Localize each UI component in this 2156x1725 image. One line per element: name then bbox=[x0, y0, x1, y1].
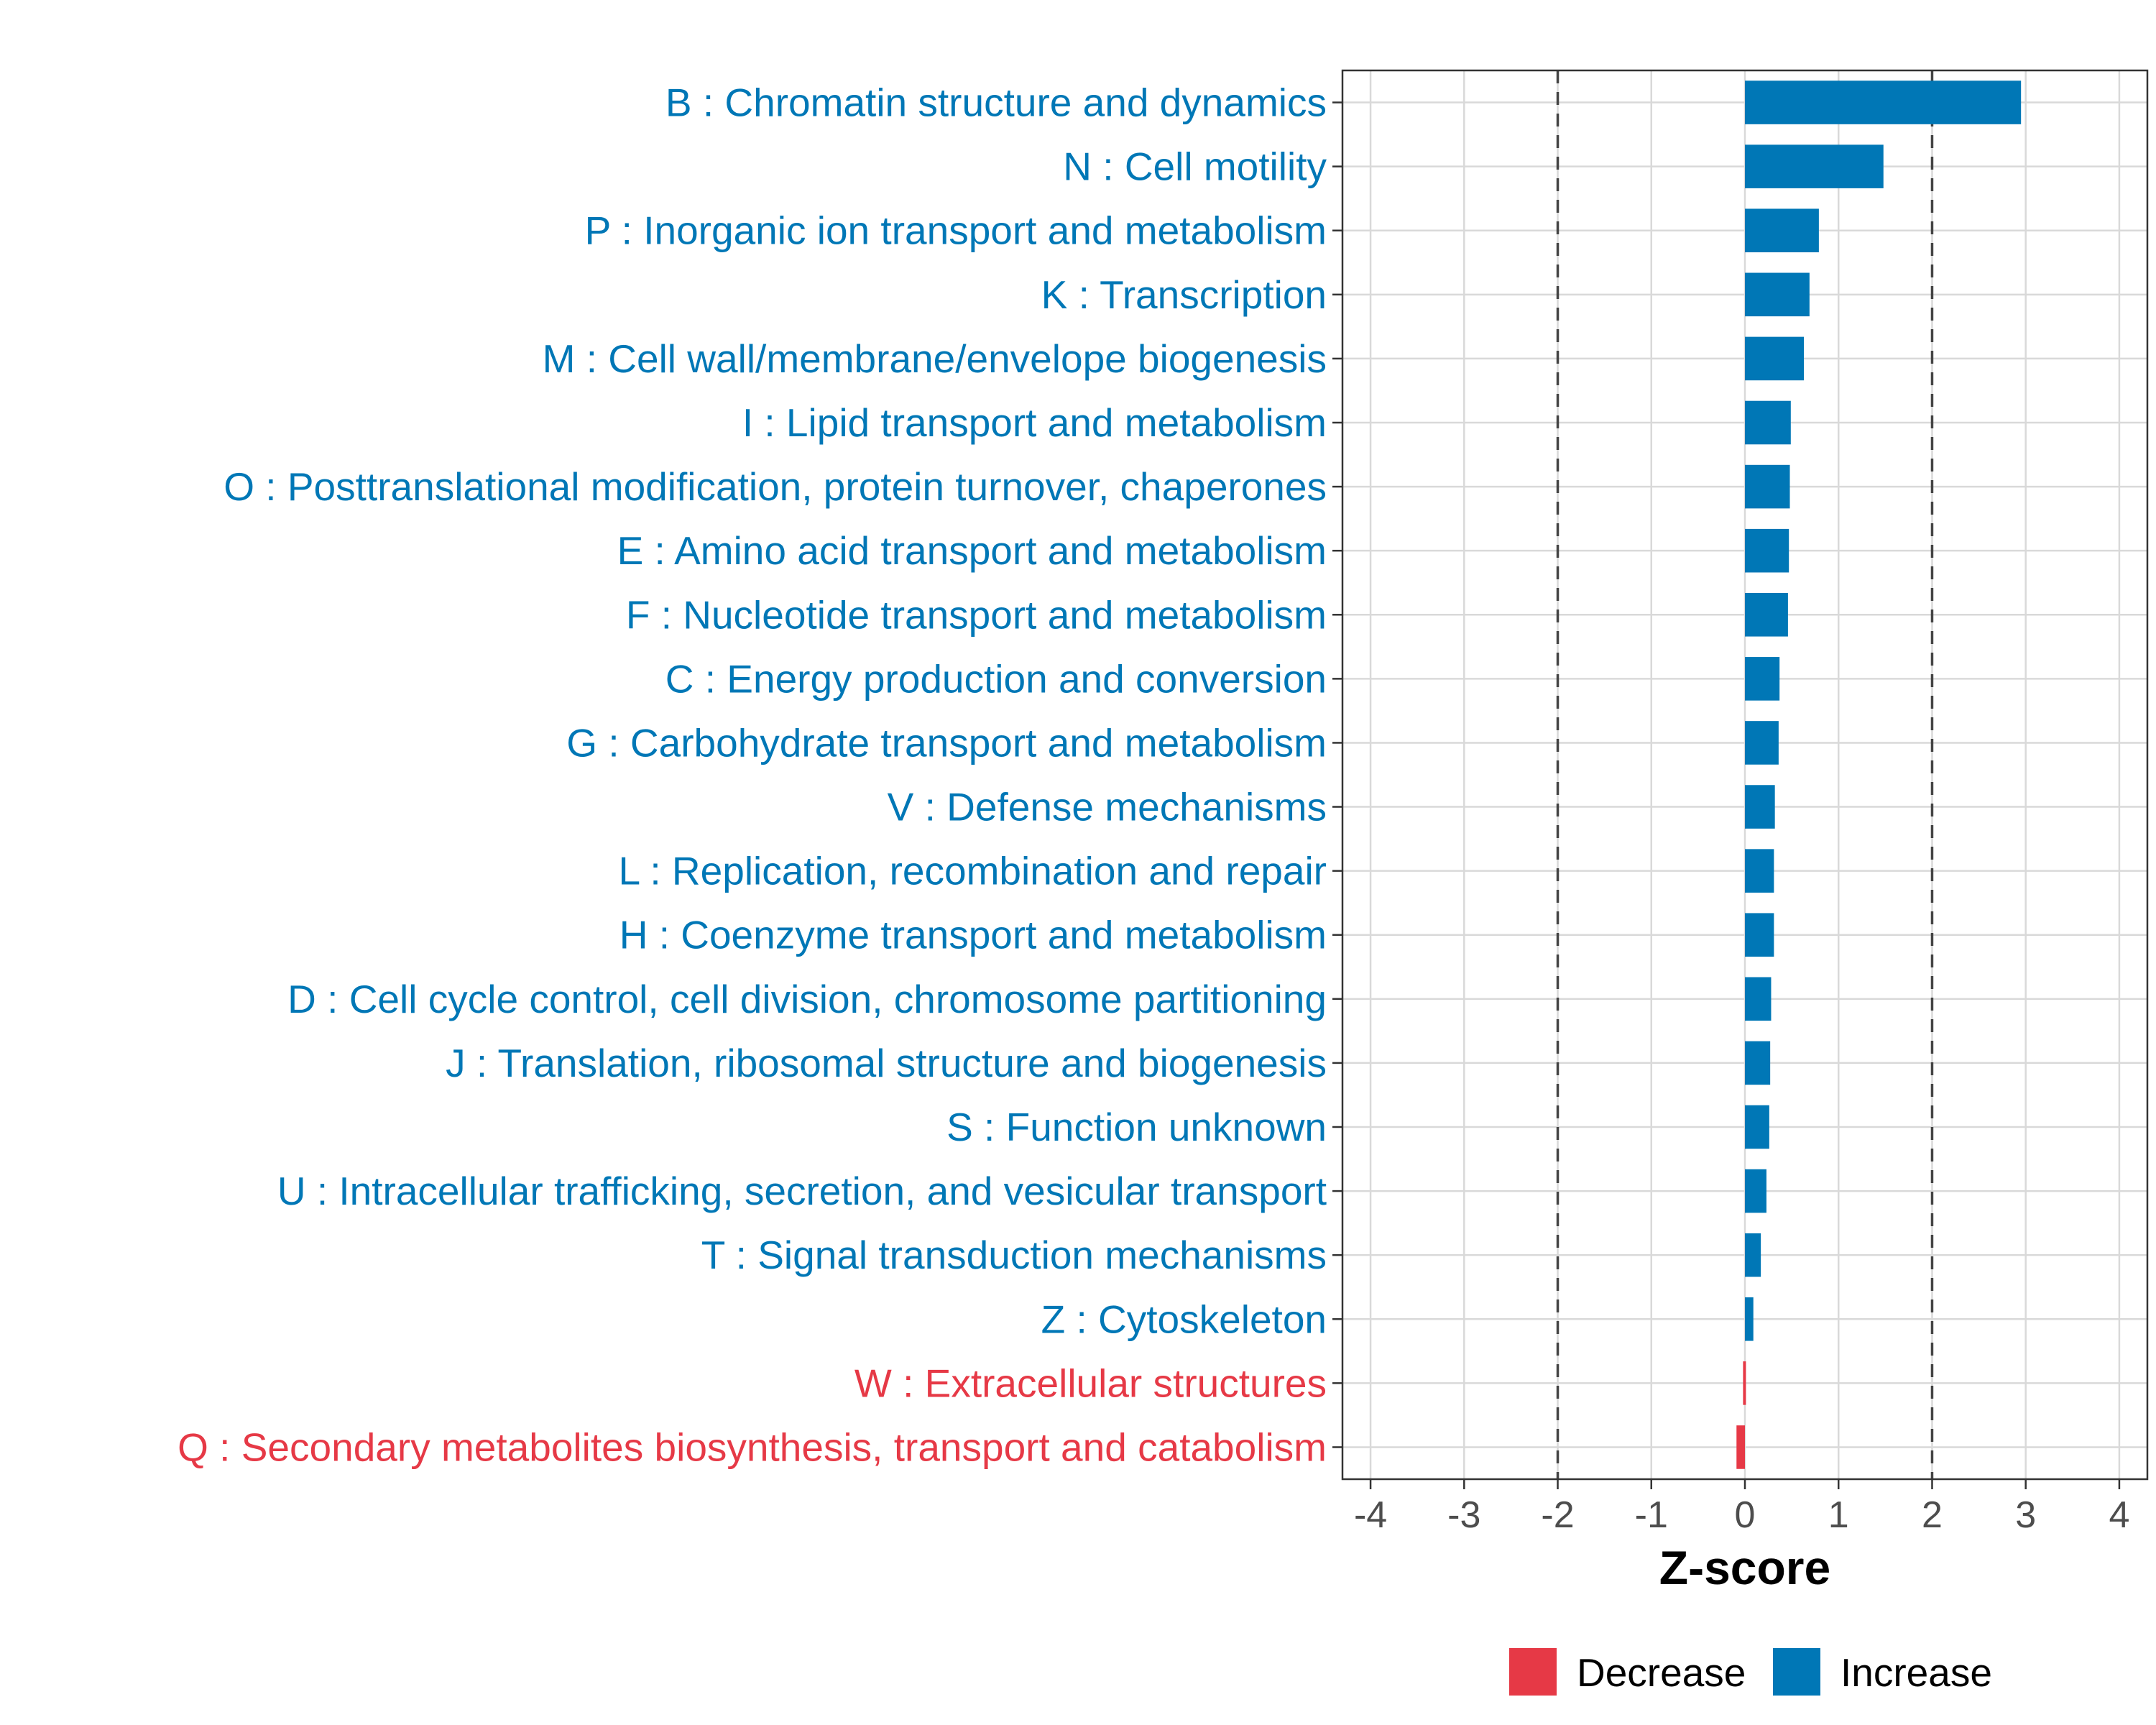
category-label: K : Transcription bbox=[1041, 272, 1327, 317]
bar bbox=[1745, 208, 1819, 253]
bar bbox=[1745, 657, 1780, 701]
category-label: B : Chromatin structure and dynamics bbox=[665, 80, 1327, 125]
category-label: C : Energy production and conversion bbox=[665, 656, 1327, 701]
bar bbox=[1745, 400, 1791, 445]
bar bbox=[1745, 977, 1772, 1021]
x-tick-label: 3 bbox=[2015, 1494, 2036, 1536]
legend-swatch bbox=[1773, 1648, 1820, 1696]
x-tick-label: -3 bbox=[1447, 1494, 1480, 1536]
bar bbox=[1745, 1169, 1766, 1213]
x-axis-title: Z-score bbox=[1659, 1541, 1830, 1594]
category-label: M : Cell wall/membrane/envelope biogenes… bbox=[543, 336, 1327, 381]
axis-ticks: -4 -3 -2 -1 0 1 2 3 4 bbox=[1332, 101, 2129, 1536]
bar bbox=[1745, 721, 1779, 765]
bar bbox=[1745, 785, 1775, 829]
category-label: G : Carbohydrate transport and metabolis… bbox=[566, 720, 1327, 765]
x-tick-label: 2 bbox=[1922, 1494, 1943, 1536]
category-label: N : Cell motility bbox=[1063, 144, 1327, 189]
bars bbox=[1736, 80, 2022, 1469]
bar bbox=[1745, 592, 1788, 637]
legend: Decrease Increase bbox=[1509, 1648, 1992, 1696]
category-label: T : Signal transduction mechanisms bbox=[701, 1233, 1327, 1277]
x-tick-label: 0 bbox=[1735, 1494, 1756, 1536]
category-label: Z : Cytoskeleton bbox=[1041, 1297, 1327, 1341]
bar bbox=[1743, 1361, 1746, 1405]
bar bbox=[1745, 849, 1774, 893]
bar bbox=[1745, 913, 1774, 957]
x-tick-label: -1 bbox=[1635, 1494, 1668, 1536]
category-label: O : Posttranslational modification, prot… bbox=[224, 464, 1327, 509]
bar bbox=[1745, 80, 2022, 124]
category-label: U : Intracellular trafficking, secretion… bbox=[277, 1169, 1327, 1213]
category-label: D : Cell cycle control, cell division, c… bbox=[287, 977, 1327, 1021]
category-label: S : Function unknown bbox=[946, 1105, 1327, 1149]
bar bbox=[1745, 272, 1810, 317]
category-label: W : Extracellular structures bbox=[854, 1361, 1327, 1405]
category-label: Q : Secondary metabolites biosynthesis, … bbox=[178, 1425, 1327, 1469]
legend-label: Decrease bbox=[1577, 1650, 1746, 1695]
category-label: V : Defense mechanisms bbox=[888, 785, 1327, 829]
category-label: I : Lipid transport and metabolism bbox=[742, 400, 1327, 445]
bar bbox=[1745, 1105, 1769, 1149]
bar bbox=[1745, 336, 1805, 381]
reference-lines bbox=[1556, 70, 1934, 1479]
category-label: H : Coenzyme transport and metabolism bbox=[619, 913, 1327, 957]
category-label: L : Replication, recombination and repai… bbox=[619, 849, 1327, 893]
category-label: E : Amino acid transport and metabolism bbox=[617, 528, 1327, 573]
legend-label: Increase bbox=[1841, 1650, 1992, 1695]
category-label: J : Translation, ribosomal structure and… bbox=[446, 1041, 1327, 1085]
bar bbox=[1745, 1297, 1754, 1341]
x-tick-label: -2 bbox=[1541, 1494, 1574, 1536]
bar bbox=[1736, 1425, 1745, 1469]
bar bbox=[1745, 1041, 1771, 1085]
bar bbox=[1745, 1233, 1761, 1277]
bar bbox=[1745, 528, 1789, 573]
category-label: F : Nucleotide transport and metabolism bbox=[626, 592, 1327, 637]
category-labels: B : Chromatin structure and dynamics N : … bbox=[178, 80, 1327, 1470]
bar bbox=[1745, 464, 1790, 509]
x-tick-label: 4 bbox=[2109, 1494, 2129, 1536]
bar bbox=[1745, 144, 1884, 188]
x-tick-label: -4 bbox=[1354, 1494, 1387, 1536]
category-label: P : Inorganic ion transport and metaboli… bbox=[585, 208, 1327, 253]
legend-swatch bbox=[1509, 1648, 1557, 1696]
x-tick-label: 1 bbox=[1828, 1494, 1849, 1536]
